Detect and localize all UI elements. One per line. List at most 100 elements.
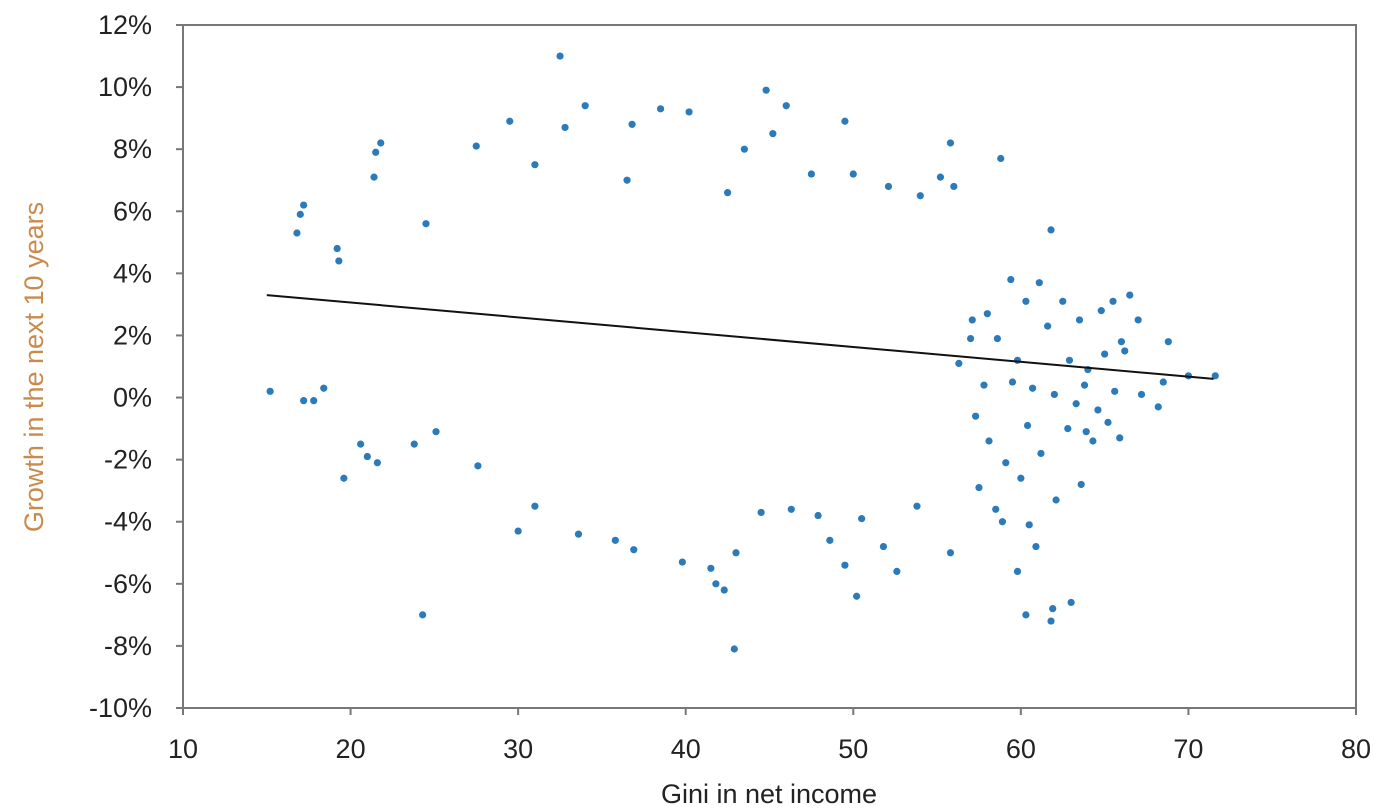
data-point — [293, 229, 301, 237]
x-tick-label: 20 — [336, 734, 366, 764]
data-point — [950, 182, 958, 191]
data-point — [432, 428, 440, 436]
data-point — [1126, 291, 1134, 299]
data-point — [1159, 378, 1167, 386]
data-point — [724, 189, 732, 197]
data-point — [531, 161, 539, 169]
x-axis-label: Gini in net income — [661, 779, 877, 809]
data-point — [966, 334, 975, 343]
data-point — [916, 192, 924, 200]
data-point — [841, 117, 849, 125]
data-point — [340, 474, 348, 482]
data-point — [296, 210, 304, 218]
x-tick-label: 30 — [503, 734, 533, 764]
x-tick-label: 50 — [838, 734, 868, 764]
x-tick-label: 70 — [1173, 734, 1203, 764]
data-point — [373, 459, 381, 467]
data-point — [730, 645, 738, 653]
data-point — [333, 244, 341, 253]
data-point — [1050, 390, 1058, 399]
data-point — [769, 130, 777, 138]
data-point — [556, 52, 564, 60]
trend-line — [266, 294, 1214, 380]
data-point — [946, 139, 955, 147]
data-point — [1002, 459, 1010, 467]
data-point — [363, 452, 371, 461]
x-tick-labels: 10 20 30 40 50 60 70 80 — [168, 734, 1371, 764]
data-point — [1023, 421, 1032, 430]
data-point — [807, 170, 815, 178]
data-point — [474, 462, 482, 470]
data-point — [993, 334, 1001, 343]
data-point — [1072, 400, 1080, 408]
data-point — [879, 542, 888, 551]
data-point — [983, 310, 991, 318]
data-point — [266, 387, 274, 395]
data-point — [841, 561, 849, 569]
tick-marks — [176, 24, 1357, 715]
x-tick-label: 80 — [1341, 734, 1371, 764]
data-point — [335, 257, 343, 265]
data-point — [1013, 567, 1022, 576]
data-point — [762, 86, 770, 94]
data-point — [1013, 356, 1022, 364]
data-point — [300, 397, 308, 405]
data-point — [1047, 226, 1055, 234]
data-point — [1109, 297, 1117, 305]
data-point — [968, 316, 976, 324]
data-point — [814, 511, 822, 520]
data-point — [419, 611, 427, 619]
data-point — [656, 105, 665, 113]
data-point — [992, 505, 1000, 513]
data-point — [858, 515, 866, 523]
x-tick-label: 10 — [168, 734, 198, 764]
data-point — [712, 580, 720, 588]
y-tick-label: 4% — [113, 258, 152, 288]
data-point — [782, 102, 790, 110]
data-point — [1211, 372, 1219, 380]
data-point — [975, 483, 983, 492]
data-point — [678, 558, 686, 566]
data-point — [826, 536, 834, 544]
data-points — [266, 52, 1219, 653]
y-tick-label: 8% — [113, 134, 152, 164]
data-point — [1080, 381, 1089, 389]
y-tick-label: -8% — [104, 631, 152, 661]
data-point — [849, 170, 857, 178]
data-point — [1082, 428, 1090, 436]
data-point — [997, 154, 1005, 163]
data-point — [410, 440, 418, 448]
data-point — [884, 182, 893, 191]
data-point — [1121, 347, 1129, 355]
data-point — [1094, 406, 1102, 414]
data-point — [1116, 434, 1124, 442]
y-tick-label: 2% — [113, 320, 152, 350]
data-point — [623, 176, 631, 184]
data-point — [506, 117, 514, 125]
data-point — [472, 142, 480, 150]
data-point — [1059, 297, 1067, 305]
data-point — [1049, 605, 1057, 613]
data-point — [611, 536, 619, 544]
y-tick-label: -2% — [104, 445, 152, 475]
data-point — [1028, 384, 1037, 392]
data-point — [574, 530, 583, 538]
data-point — [531, 502, 539, 510]
data-point — [1067, 598, 1075, 607]
data-point — [685, 108, 693, 116]
data-point — [1097, 307, 1105, 315]
data-point — [740, 145, 748, 153]
data-point — [936, 173, 945, 181]
data-point — [310, 397, 318, 405]
data-point — [757, 508, 765, 517]
data-point — [1035, 279, 1043, 287]
data-point — [1008, 378, 1017, 386]
data-point — [357, 440, 365, 448]
data-point — [1032, 542, 1040, 551]
y-tick-label: 0% — [113, 383, 152, 413]
y-tick-label: -10% — [89, 693, 152, 723]
data-point — [1134, 316, 1142, 324]
data-point — [370, 173, 378, 181]
data-point — [1065, 356, 1074, 364]
data-point — [422, 220, 430, 228]
